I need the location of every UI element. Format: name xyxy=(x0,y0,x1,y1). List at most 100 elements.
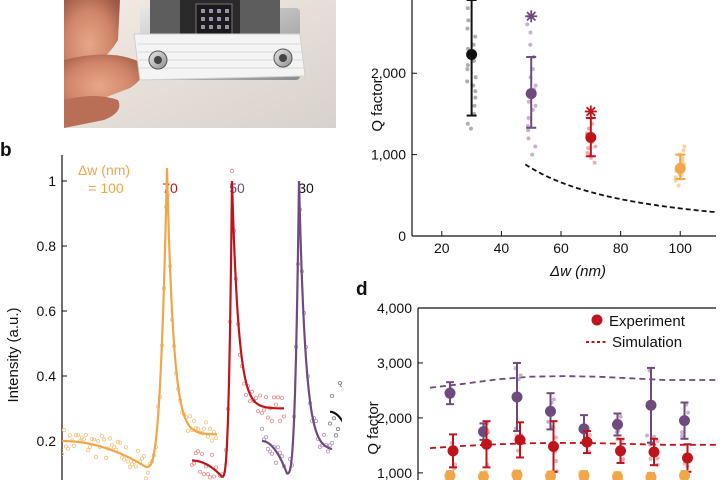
panel-b-raw-point xyxy=(370,259,373,262)
panel-c-ytick-label: 2,000 xyxy=(371,65,406,81)
panel-d-mean-point xyxy=(679,415,690,427)
panel-c-raw-point xyxy=(528,30,533,35)
panel-b-raw-point xyxy=(133,464,139,469)
panel-b-raw-point xyxy=(103,455,109,460)
panel-d-simulation-line xyxy=(429,375,716,389)
panel-b-raw-point xyxy=(313,419,319,424)
panel-b-raw-point xyxy=(73,433,79,438)
panel-b-raw-point xyxy=(341,413,342,415)
photo-panel xyxy=(64,0,336,128)
panel-b-raw-point xyxy=(281,414,287,419)
panel-b-raw-point xyxy=(263,435,269,440)
panel-b-raw-point xyxy=(95,438,101,444)
panel-b-raw-point xyxy=(207,475,213,480)
panel-b-raw-point xyxy=(117,440,123,445)
panel-b-raw-point xyxy=(87,445,93,450)
panel-b-raw-point xyxy=(257,393,263,398)
panel-b-raw-point xyxy=(277,450,283,455)
panel-b-raw-point xyxy=(263,394,269,400)
panel-b-raw-point xyxy=(372,302,375,305)
panel-b-raw-point xyxy=(269,418,275,423)
panel-c-raw-point xyxy=(526,99,531,104)
panel-b-raw-point xyxy=(65,446,71,451)
panel-b-raw-point xyxy=(211,474,217,479)
panel-b-raw-point xyxy=(344,399,347,402)
panel-c-raw-point xyxy=(465,67,470,72)
panel-b-raw-point xyxy=(211,429,217,435)
panel-b-raw-point xyxy=(350,429,353,432)
panel-c-raw-point xyxy=(473,75,478,80)
panel-b-raw-point xyxy=(265,446,271,451)
panel-b-raw-point xyxy=(195,449,201,454)
panel-b-raw-point xyxy=(279,395,285,401)
panel-c-raw-point xyxy=(465,26,470,31)
panel-c-axes: 20 40 60 80 100 0 1,000 2,000 xyxy=(371,0,716,256)
panel-d-mean-point xyxy=(545,405,556,417)
panel-c-raw-point xyxy=(473,89,478,94)
panel-d-legend: Experiment Simulation xyxy=(586,313,686,351)
panel-d-mean-point xyxy=(514,434,526,446)
panel-d-raw-point xyxy=(554,458,559,463)
panel-c-raw-point xyxy=(473,95,478,100)
panel-b-raw-point xyxy=(199,451,205,457)
panel-d-mean-point xyxy=(679,470,690,480)
panel-b-raw-point xyxy=(145,470,151,475)
panel-b-fit-line xyxy=(62,167,217,469)
panel-d-ytick-label: 2,000 xyxy=(377,410,412,426)
panel-b-raw-point xyxy=(265,415,271,420)
panel-d-mean-point xyxy=(615,445,626,457)
panel-d-mean-point xyxy=(444,387,456,399)
panel-d-mean-point xyxy=(478,471,489,480)
panel-c-raw-point xyxy=(533,144,538,149)
panel-d-ytick-label: 4,000 xyxy=(377,300,412,316)
panel-d-mean-point xyxy=(645,399,657,411)
panel-b-label-70: 70 xyxy=(162,180,178,196)
panel-d-raw-point xyxy=(518,373,523,378)
panel-b-raw-point xyxy=(123,445,129,450)
panel-b-raw-point xyxy=(143,476,149,480)
panel-c-mean-point xyxy=(466,49,478,61)
panel-c-xtick-label: 40 xyxy=(494,240,510,256)
panel-b-fit-line xyxy=(192,180,284,479)
panel-b-raw-point xyxy=(247,399,253,404)
panel-d-mean-point xyxy=(481,438,492,450)
panel-c-xtick-label: 80 xyxy=(613,240,629,256)
panel-b-raw-point xyxy=(374,324,377,327)
panel-d-mean-point xyxy=(511,391,523,403)
panel-b-raw-point xyxy=(398,384,401,387)
panel-d-raw-point xyxy=(546,419,551,424)
panel-label-b: b xyxy=(0,140,12,161)
panel-b-raw-point xyxy=(325,449,331,454)
legend-simulation-label: Simulation xyxy=(612,334,682,351)
panel-d-raw-point xyxy=(679,430,684,435)
panel-b-raw-point xyxy=(115,439,121,444)
panel-d-simulation-line xyxy=(429,441,716,449)
panel-b-raw-point xyxy=(352,471,355,474)
panel-b-raw-point xyxy=(62,451,65,457)
panel-b-raw-point xyxy=(203,420,209,425)
panel-b-raw-point xyxy=(213,465,219,470)
panel-b-raw-point xyxy=(207,426,213,431)
panel-c-raw-point xyxy=(593,144,598,149)
panel-b-raw-point xyxy=(195,426,201,431)
panel-b-raw-point xyxy=(249,389,255,394)
panel-b-raw-point xyxy=(255,409,261,414)
panel-d-raw-point xyxy=(686,410,691,415)
panel-c-raw-point xyxy=(533,103,538,108)
panel-d-mean-point xyxy=(581,436,593,448)
panel-c-raw-point xyxy=(676,183,681,188)
panel-b-raw-point xyxy=(267,449,273,454)
panel-c-raw-point xyxy=(586,146,591,151)
panel-c-raw-point xyxy=(586,126,591,131)
panel-label-d: d xyxy=(356,279,368,300)
panel-c-ytick-label: 1,000 xyxy=(371,147,406,163)
panel-d-mean-point xyxy=(444,470,456,480)
panel-b-raw-point xyxy=(368,248,371,251)
panel-d-mean-point xyxy=(447,445,459,457)
panel-b-raw-point xyxy=(83,432,89,437)
panel-b-legend-title: Δw (nm) xyxy=(78,162,130,178)
panel-b-raw-point xyxy=(362,468,365,471)
panel-b-raw-point xyxy=(89,436,95,441)
panel-b-raw-point xyxy=(275,445,281,450)
panel-b-raw-point xyxy=(139,456,145,461)
